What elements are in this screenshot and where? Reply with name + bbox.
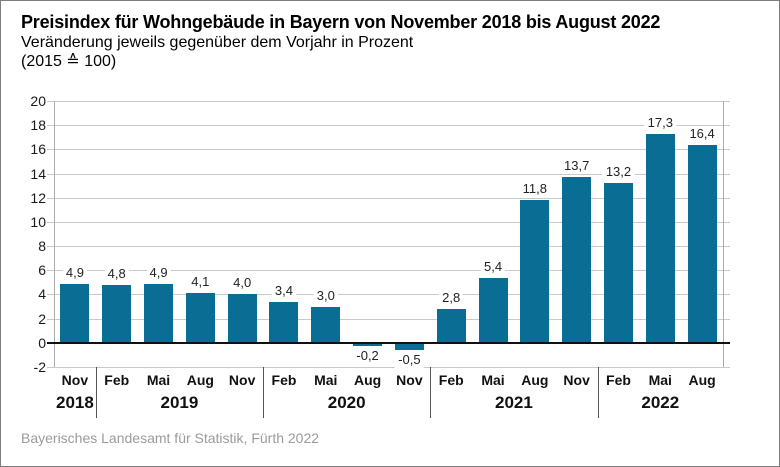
gridline [47,294,730,296]
year-separator [95,367,97,418]
month-label: Feb [438,372,464,388]
source-note: Bayerisches Landesamt für Statistik, Für… [21,430,320,446]
chart-baseline-note: (2015 ≙ 100) [21,53,117,70]
gridline [47,149,730,151]
y-tick-label: 8 [38,238,46,255]
month-label: Nov [228,372,256,388]
bar-value-label: -0,2 [353,348,382,365]
bar-value-label: 11,8 [519,181,551,198]
y-tick-label: -2 [33,359,46,375]
bar-value-label: 13,7 [561,158,593,175]
year-label: 2018 [55,393,94,412]
bar-value-label: 16,4 [686,125,718,142]
bar-value-label: 4,9 [62,264,87,281]
year-label: 2022 [641,393,680,412]
gridline [47,318,730,320]
bar [60,283,90,343]
month-label: Aug [186,372,214,388]
month-label: Aug [688,372,716,388]
gridline [47,270,730,272]
gridline [47,125,730,127]
month-label: Feb [104,372,130,388]
month-label: Aug [353,372,382,388]
plot-left-border [54,101,55,367]
bar-value-label: 13,2 [602,164,635,181]
bar [436,308,466,343]
year-label: 2021 [495,393,533,412]
year-separator [597,367,599,418]
bar [603,183,633,343]
bar-value-label: -0,5 [395,351,424,368]
month-label: Mai [146,372,171,388]
bar-value-label: 2,8 [439,289,464,306]
chart-header: Preisindex für Wohngebäude in Bayern von… [1,1,779,71]
month-label: Mai [481,372,505,388]
bar [185,293,215,343]
y-tick-label: 10 [30,213,46,230]
y-tick-label: 14 [30,165,46,182]
month-label: Mai [648,372,672,388]
bar-value-label: 4,9 [146,264,171,281]
chart-title: Preisindex für Wohngebäude in Bayern von… [21,12,661,32]
bar [478,277,508,343]
year-label: 2020 [327,393,366,412]
bar [269,301,299,343]
bar [394,343,424,350]
bar-value-label: 3,4 [271,282,297,299]
bar-value-label: 5,4 [480,258,506,275]
gridline [47,221,730,223]
month-label: Aug [521,372,549,388]
month-label: Feb [606,372,631,388]
gridline [47,197,730,199]
bar-value-label: 4,0 [230,275,255,292]
bar [144,283,174,343]
gridline [47,367,730,368]
y-tick-label: 18 [30,117,46,134]
bar-value-label: 4,8 [104,265,129,282]
y-tick-label: 20 [30,93,46,109]
gridline [47,246,730,248]
bar [562,177,592,343]
bar [520,200,550,343]
zero-axis-line [47,341,730,344]
bar [227,294,257,343]
y-tick-label: 2 [38,310,46,327]
month-label: Feb [271,372,297,388]
bar [687,144,717,343]
year-label: 2019 [160,393,199,412]
bar-value-label: 3,0 [313,287,338,304]
bar [645,133,675,343]
month-label: Nov [61,372,89,388]
bar-value-label: 17,3 [644,114,676,131]
bar [311,306,341,343]
y-tick-label: 6 [38,262,46,279]
bar [353,343,383,347]
gridline [47,101,730,102]
y-tick-label: 0 [38,334,46,351]
month-label: Mai [314,372,338,388]
month-label: Nov [396,372,423,388]
month-label: Nov [563,372,590,388]
plot-right-border [723,101,724,367]
chart-subtitle: Veränderung jeweils gegenüber dem Vorjah… [21,34,414,51]
gridline [47,173,730,175]
bar [102,284,132,343]
y-tick-label: 4 [38,286,46,303]
year-separator [430,367,432,418]
bar-value-label: 4,1 [188,274,213,291]
y-tick-label: 12 [30,189,46,206]
year-separator [263,367,265,418]
y-tick-label: 16 [30,141,46,158]
